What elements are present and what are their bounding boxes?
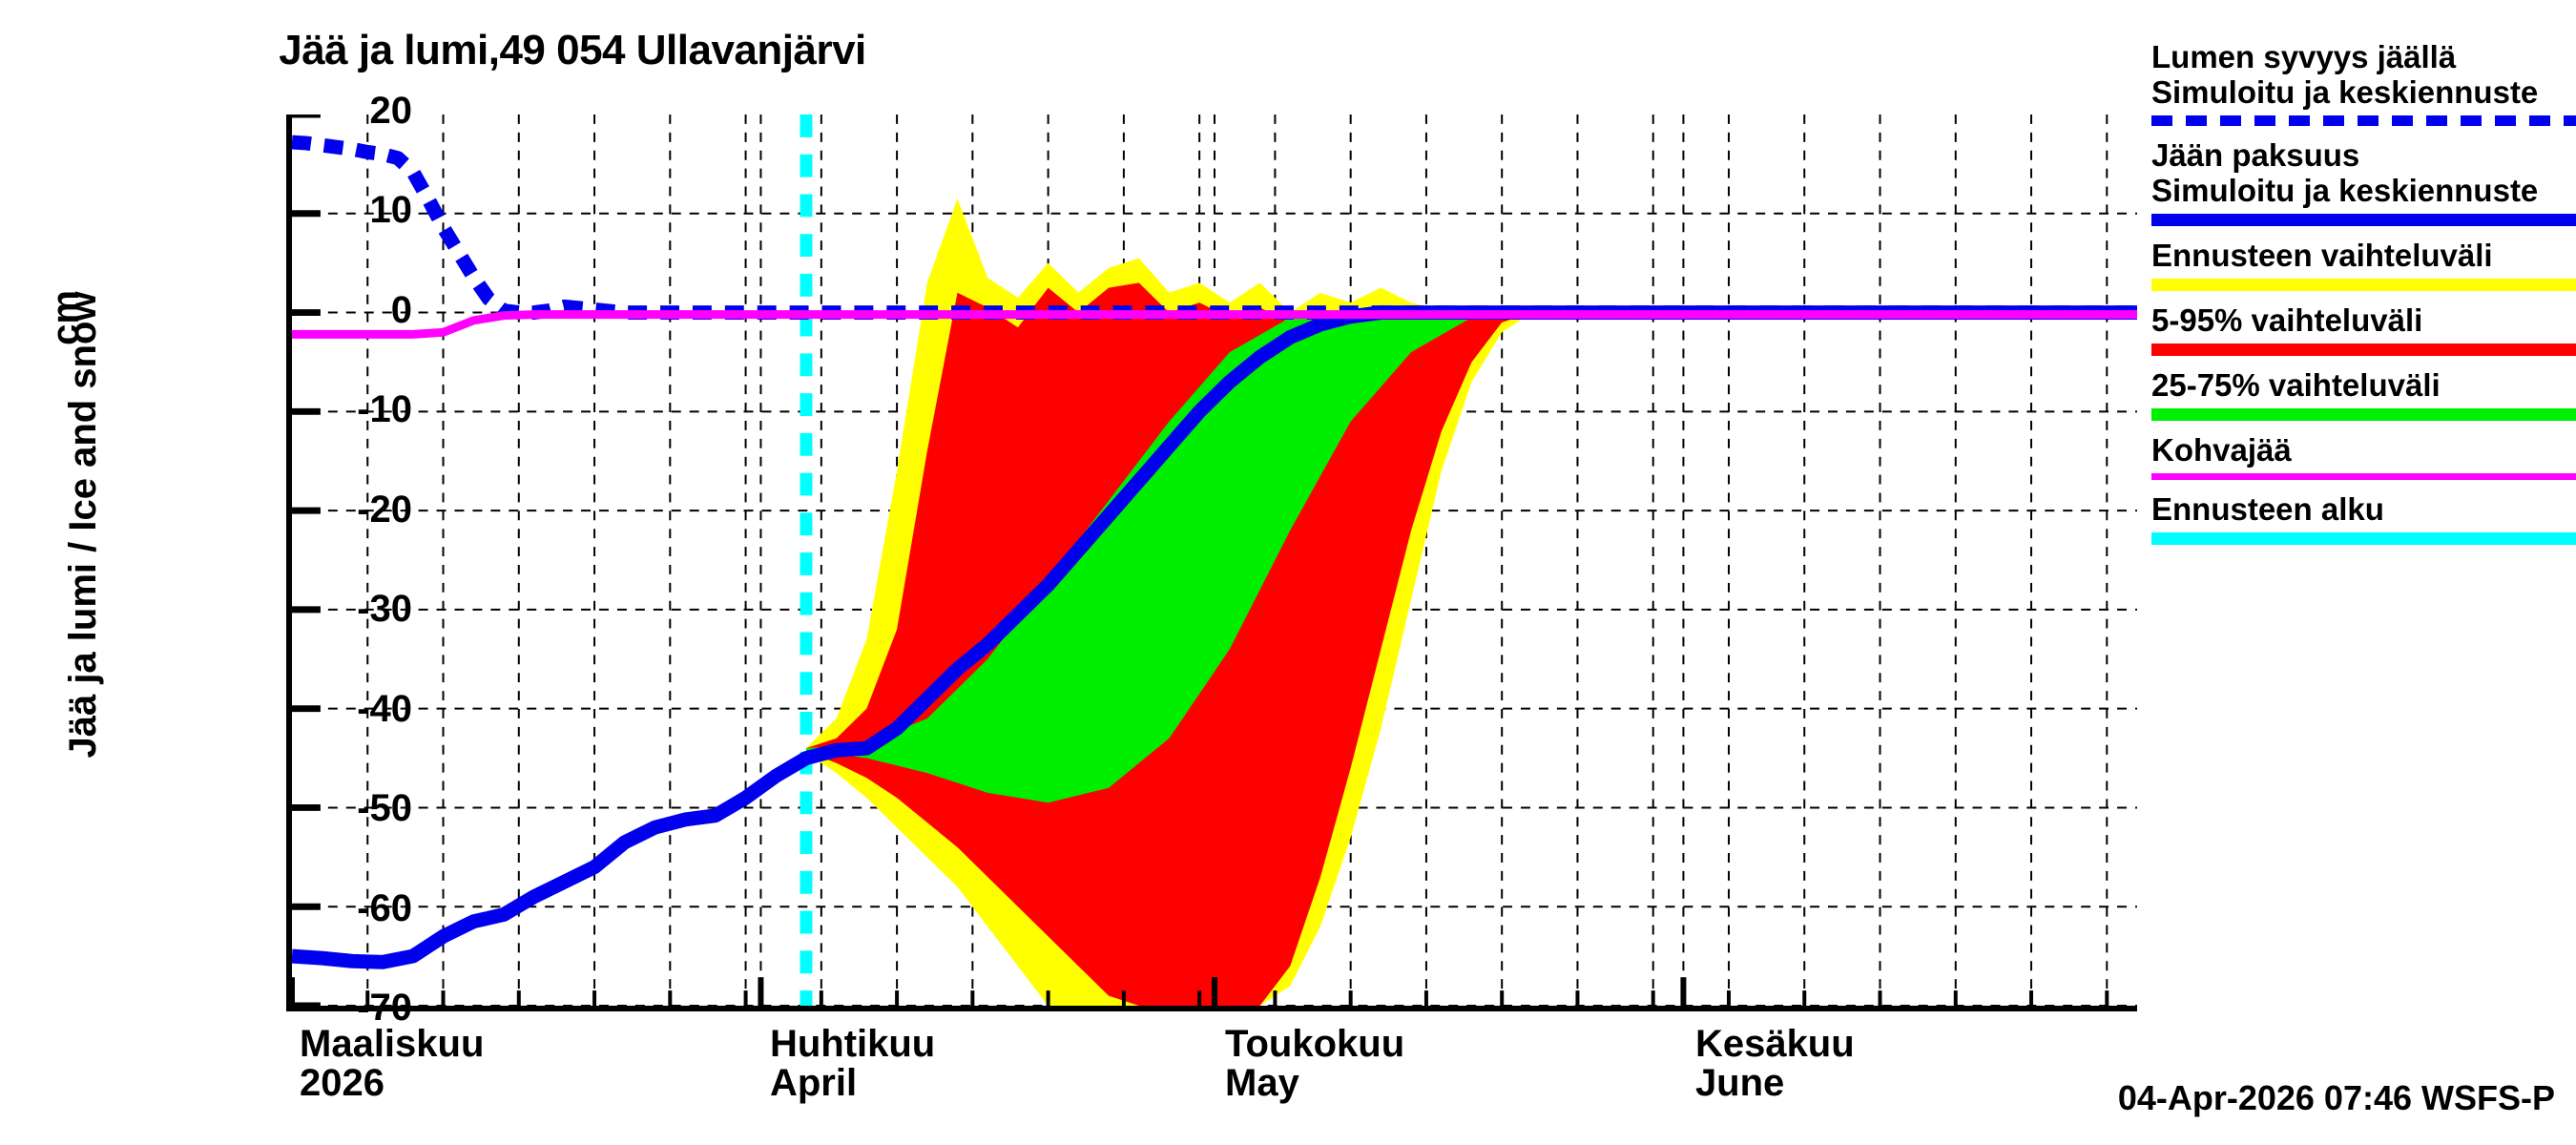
y-tick-label: -20 bbox=[357, 488, 412, 531]
x-tick-label-fi: Huhtikuu bbox=[769, 1023, 936, 1065]
chart-legend: Lumen syvyys jäällä Simuloitu ja keskienn… bbox=[2151, 39, 2576, 557]
plot-area bbox=[286, 114, 2137, 1011]
legend-item-label: Kohvajää bbox=[2151, 431, 2292, 468]
timestamp: 04-Apr-2026 07:46 WSFS-P bbox=[2117, 1078, 2555, 1117]
x-tick-label-fi: Kesäkuu bbox=[1694, 1023, 1855, 1065]
x-tick-label-en: May bbox=[1225, 1062, 1299, 1105]
legend-item: Jään paksuus Simuloitu ja keskiennuste bbox=[2151, 136, 2576, 226]
legend-item: 5-95% vaihteluväli bbox=[2151, 302, 2576, 356]
y-tick-label: -60 bbox=[357, 886, 412, 929]
legend-item-sublabel: Simuloitu ja keskiennuste bbox=[2151, 73, 2539, 110]
forecast-bands bbox=[805, 198, 1532, 1006]
x-tick-label: Huhtikuu April bbox=[769, 1023, 936, 1105]
legend-swatch bbox=[2151, 278, 2576, 291]
y-axis-unit-text: cm bbox=[45, 290, 87, 345]
legend-swatch bbox=[2151, 213, 2576, 226]
y-tick-label: -30 bbox=[357, 588, 412, 631]
legend-item: Ennusteen alku bbox=[2151, 490, 2576, 545]
legend-item-label: 25-75% vaihteluväli bbox=[2151, 366, 2441, 403]
legend-item: 25-75% vaihteluväli bbox=[2151, 366, 2576, 421]
legend-swatch bbox=[2151, 114, 2576, 126]
y-tick-label: -10 bbox=[357, 388, 412, 431]
legend-item-label: 5-95% vaihteluväli bbox=[2151, 302, 2423, 338]
y-tick-label: -40 bbox=[357, 687, 412, 730]
x-tick-label: Kesäkuu June bbox=[1694, 1023, 1855, 1105]
x-tick-label-fi: Maaliskuu bbox=[300, 1023, 485, 1065]
x-tick-label-en: June bbox=[1694, 1062, 1785, 1105]
x-tick-label-en: 2026 bbox=[300, 1062, 384, 1105]
chart-canvas bbox=[292, 114, 2137, 1006]
legend-swatch bbox=[2151, 407, 2576, 421]
legend-swatch bbox=[2151, 531, 2576, 545]
y-tick-label: 0 bbox=[390, 288, 412, 331]
x-tick-label: Toukokuu May bbox=[1225, 1023, 1405, 1105]
y-axis-label: Jää ja lumi / Ice and snow bbox=[62, 95, 119, 954]
x-tick-label-fi: Toukokuu bbox=[1225, 1023, 1405, 1065]
y-tick-label: 20 bbox=[369, 90, 413, 132]
legend-item: Ennusteen vaihteluväli bbox=[2151, 237, 2576, 291]
legend-item-sublabel: Simuloitu ja keskiennuste bbox=[2151, 172, 2539, 208]
axis-tick-marks bbox=[292, 114, 2109, 1006]
x-tick-label-en: April bbox=[769, 1062, 858, 1105]
y-axis-unit: cm bbox=[45, 241, 89, 394]
legend-item-label: Ennusteen vaihteluväli bbox=[2151, 237, 2493, 273]
page-title: Jää ja lumi,49 054 Ullavanjärvi bbox=[279, 27, 866, 73]
legend-item: Lumen syvyys jäällä Simuloitu ja keskienn… bbox=[2151, 39, 2576, 126]
legend-swatch bbox=[2151, 472, 2576, 480]
y-tick-label: 10 bbox=[369, 189, 413, 232]
legend-swatch bbox=[2151, 343, 2576, 356]
legend-item-label: Ennusteen alku bbox=[2151, 490, 2384, 527]
legend-item-label: Lumen syvyys jäällä bbox=[2151, 39, 2457, 74]
legend-item: Kohvajää bbox=[2151, 431, 2576, 480]
y-tick-label: -70 bbox=[357, 987, 412, 1029]
x-tick-label: Maaliskuu 2026 bbox=[300, 1023, 485, 1105]
legend-item-label: Jään paksuus bbox=[2151, 136, 2360, 173]
data-series bbox=[292, 135, 2137, 969]
y-tick-label: -50 bbox=[357, 787, 412, 830]
